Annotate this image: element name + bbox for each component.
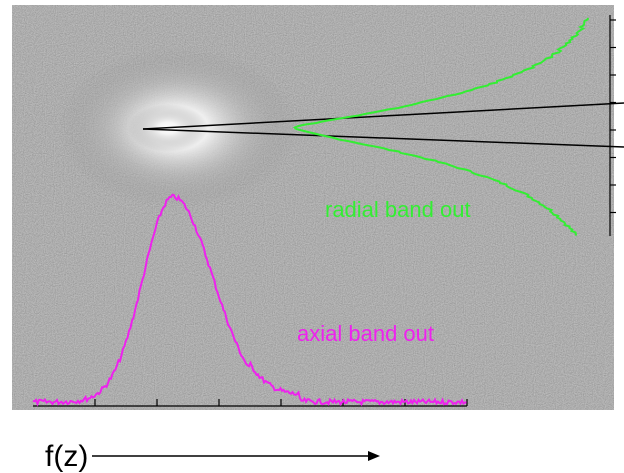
wedge-line [142,102,624,130]
image-noise [12,5,614,410]
image-panel [12,5,614,410]
radial-axis [609,15,616,236]
radial-profile [292,17,590,236]
radial-label: radial band out [325,197,471,222]
arrow-head [368,451,380,461]
axis-label: f(z) [45,440,88,473]
wedge-line [142,128,624,148]
wedge-lines [142,102,624,148]
axial-label: axial band out [297,321,434,346]
axial-profile [32,193,467,407]
